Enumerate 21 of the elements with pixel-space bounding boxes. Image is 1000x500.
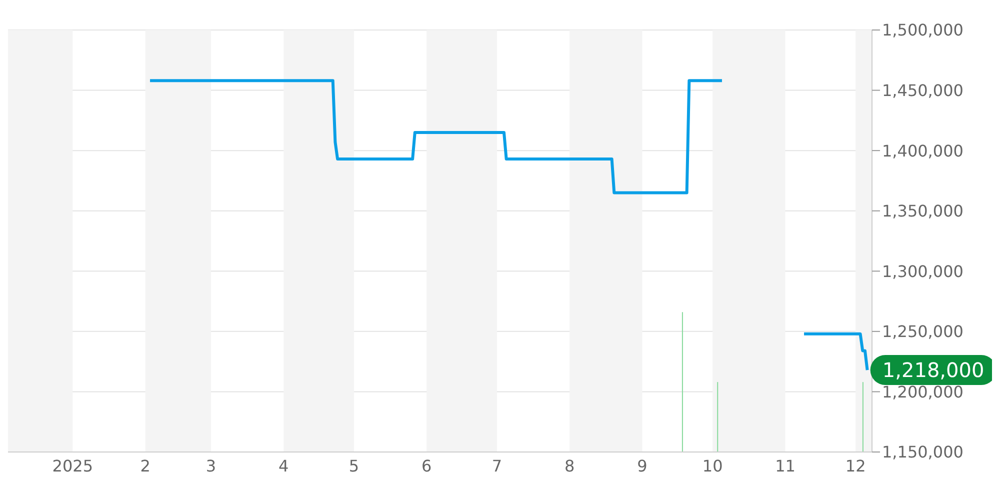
- x-tick-label: 12: [845, 456, 866, 476]
- x-tick-label: 9: [637, 456, 648, 476]
- x-tick-label: 11: [775, 456, 796, 476]
- annotation: 1,218,000: [882, 358, 984, 382]
- x-tick-label: 5: [348, 456, 360, 476]
- x-tick-label: 2025: [52, 456, 94, 476]
- y-tick-label: 1,300,000: [882, 262, 964, 281]
- y-tick-label: 1,500,000: [882, 20, 964, 40]
- y-tick-label: 1,250,000: [882, 322, 964, 342]
- x-tick-label: 6: [422, 456, 432, 476]
- x-tick-label: 3: [206, 456, 216, 476]
- y-tick-label: 1,200,000: [882, 382, 964, 402]
- x-tick-label: 4: [278, 456, 289, 476]
- x-tick-label: 2: [140, 456, 150, 476]
- y-tick-label: 1,400,000: [882, 141, 964, 160]
- x-tick-label: 7: [492, 456, 502, 476]
- x-tick-label: 10: [702, 456, 723, 476]
- x-tick-label: 8: [564, 456, 575, 476]
- y-tick-label: 1,450,000: [882, 80, 964, 100]
- y-tick-label: 1,150,000: [882, 442, 964, 462]
- y-tick-label: 1,350,000: [882, 202, 964, 221]
